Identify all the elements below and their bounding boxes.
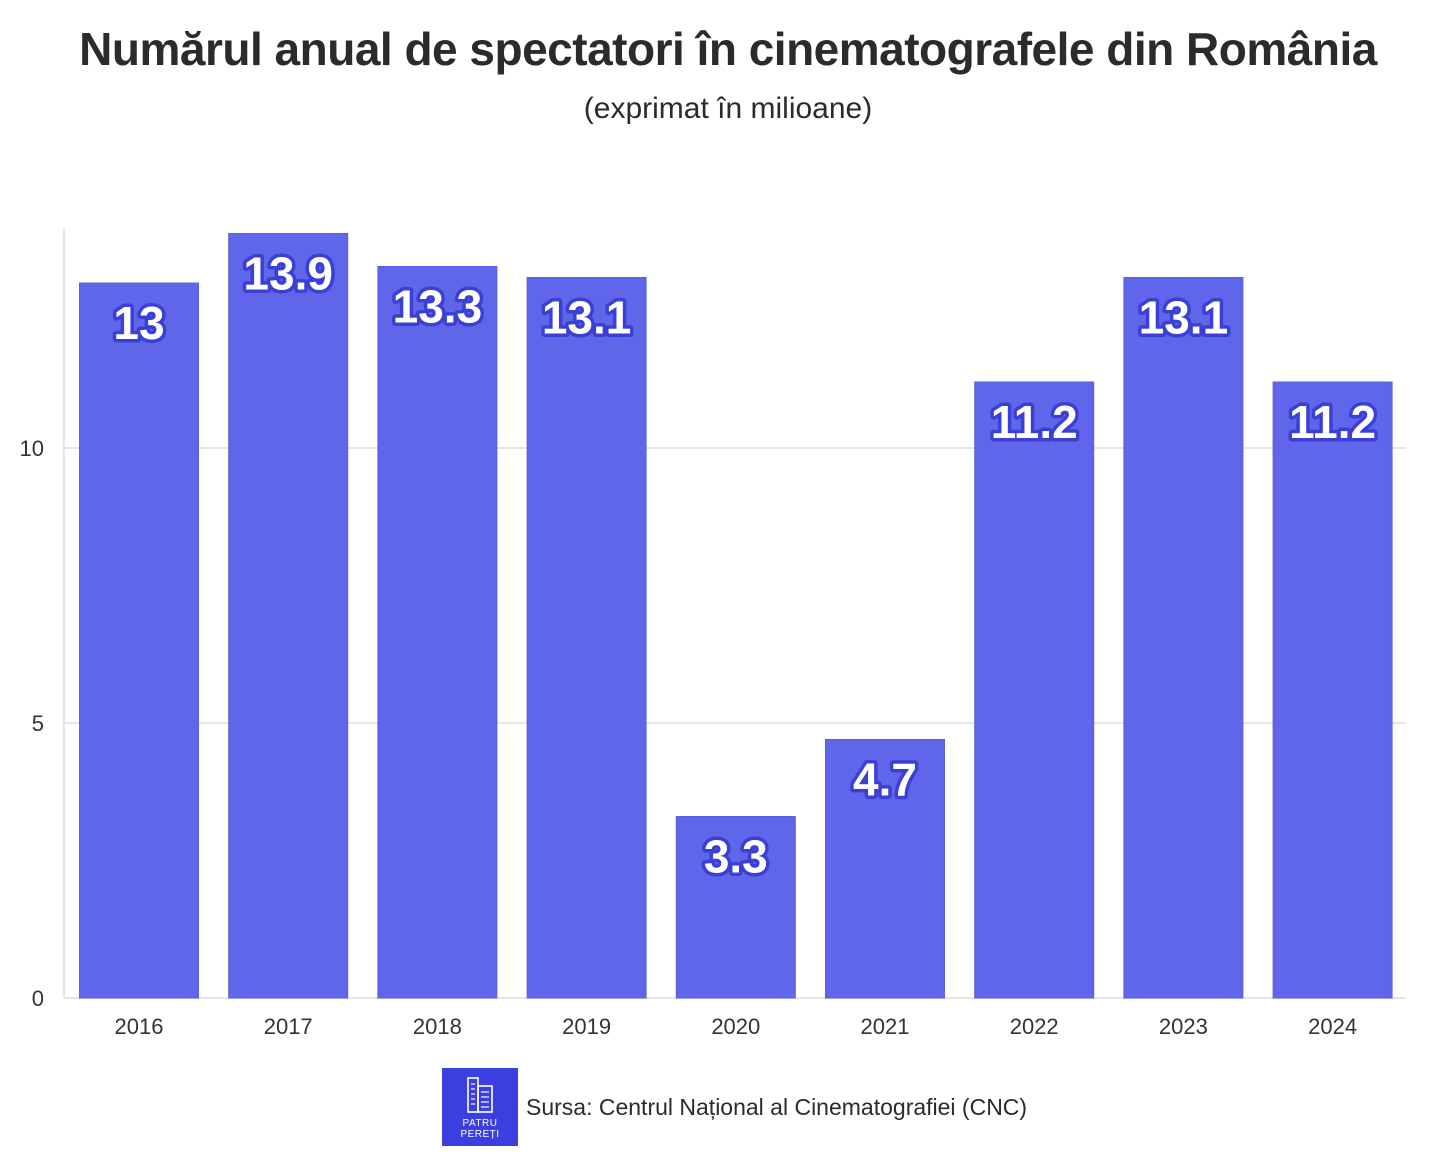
data-label-2024: 11.2 [1289, 396, 1376, 448]
bar-2023 [1123, 277, 1244, 999]
data-label-2018: 13.3 [393, 281, 483, 333]
data-label-2023: 13.1 [1139, 292, 1229, 344]
bar-2016 [79, 282, 199, 999]
bars [79, 233, 1393, 999]
chart-subtitle: (exprimat în milioane) [583, 92, 873, 125]
bar-2024 [1272, 381, 1393, 999]
y-tick-labels: 0 5 10 [20, 436, 44, 1011]
footer: PATRU PEREȚI Sursa: Centrul Național al … [442, 1068, 1027, 1146]
x-tick-2023: 2023 [1159, 1014, 1208, 1039]
bar-chart: 2016 2017 2018 2019 2020 2021 2022 2023 2024 0 5 1… [20, 228, 1406, 1039]
chart-title: Numărul anual de spectatori în cinematog… [79, 23, 1377, 75]
data-label-2021: 4.7 [853, 754, 917, 806]
bar-2022 [974, 381, 1095, 999]
data-labels: 13 13.9 13.3 13.1 3.3 4.7 11.2 13.1 11.2 [110, 244, 1380, 886]
x-tick-2024: 2024 [1308, 1014, 1357, 1039]
source-text: Sursa: Centrul Național al Cinematografi… [526, 1093, 1028, 1120]
data-label-2017: 13.9 [243, 248, 333, 300]
x-tick-2020: 2020 [711, 1014, 760, 1039]
x-tick-2021: 2021 [861, 1014, 910, 1039]
y-tick-5: 5 [32, 711, 44, 736]
y-tick-0: 0 [32, 986, 44, 1011]
logo-text-line2: PEREȚI [460, 1129, 500, 1140]
x-tick-2018: 2018 [413, 1014, 462, 1039]
x-tick-2016: 2016 [115, 1014, 164, 1039]
patru-pereti-logo: PATRU PEREȚI [442, 1068, 518, 1146]
x-tick-2019: 2019 [562, 1014, 611, 1039]
x-tick-labels: 2016 2017 2018 2019 2020 2021 2022 2023 2024 [115, 1014, 1358, 1039]
data-label-2016: 13 [113, 297, 164, 349]
bar-2017 [228, 233, 349, 999]
bar-2018 [377, 266, 498, 999]
bar-2019 [526, 277, 647, 999]
bar-2021 [825, 739, 945, 999]
data-label-2019: 13.1 [542, 292, 632, 344]
bar-2020 [675, 816, 796, 999]
logo-text-line1: PATRU [462, 1118, 498, 1129]
x-tick-2022: 2022 [1010, 1014, 1059, 1039]
y-tick-10: 10 [20, 436, 44, 461]
data-label-2020: 3.3 [704, 831, 768, 883]
building-icon [467, 1077, 493, 1113]
data-label-2022: 11.2 [991, 396, 1078, 448]
x-tick-2017: 2017 [264, 1014, 313, 1039]
